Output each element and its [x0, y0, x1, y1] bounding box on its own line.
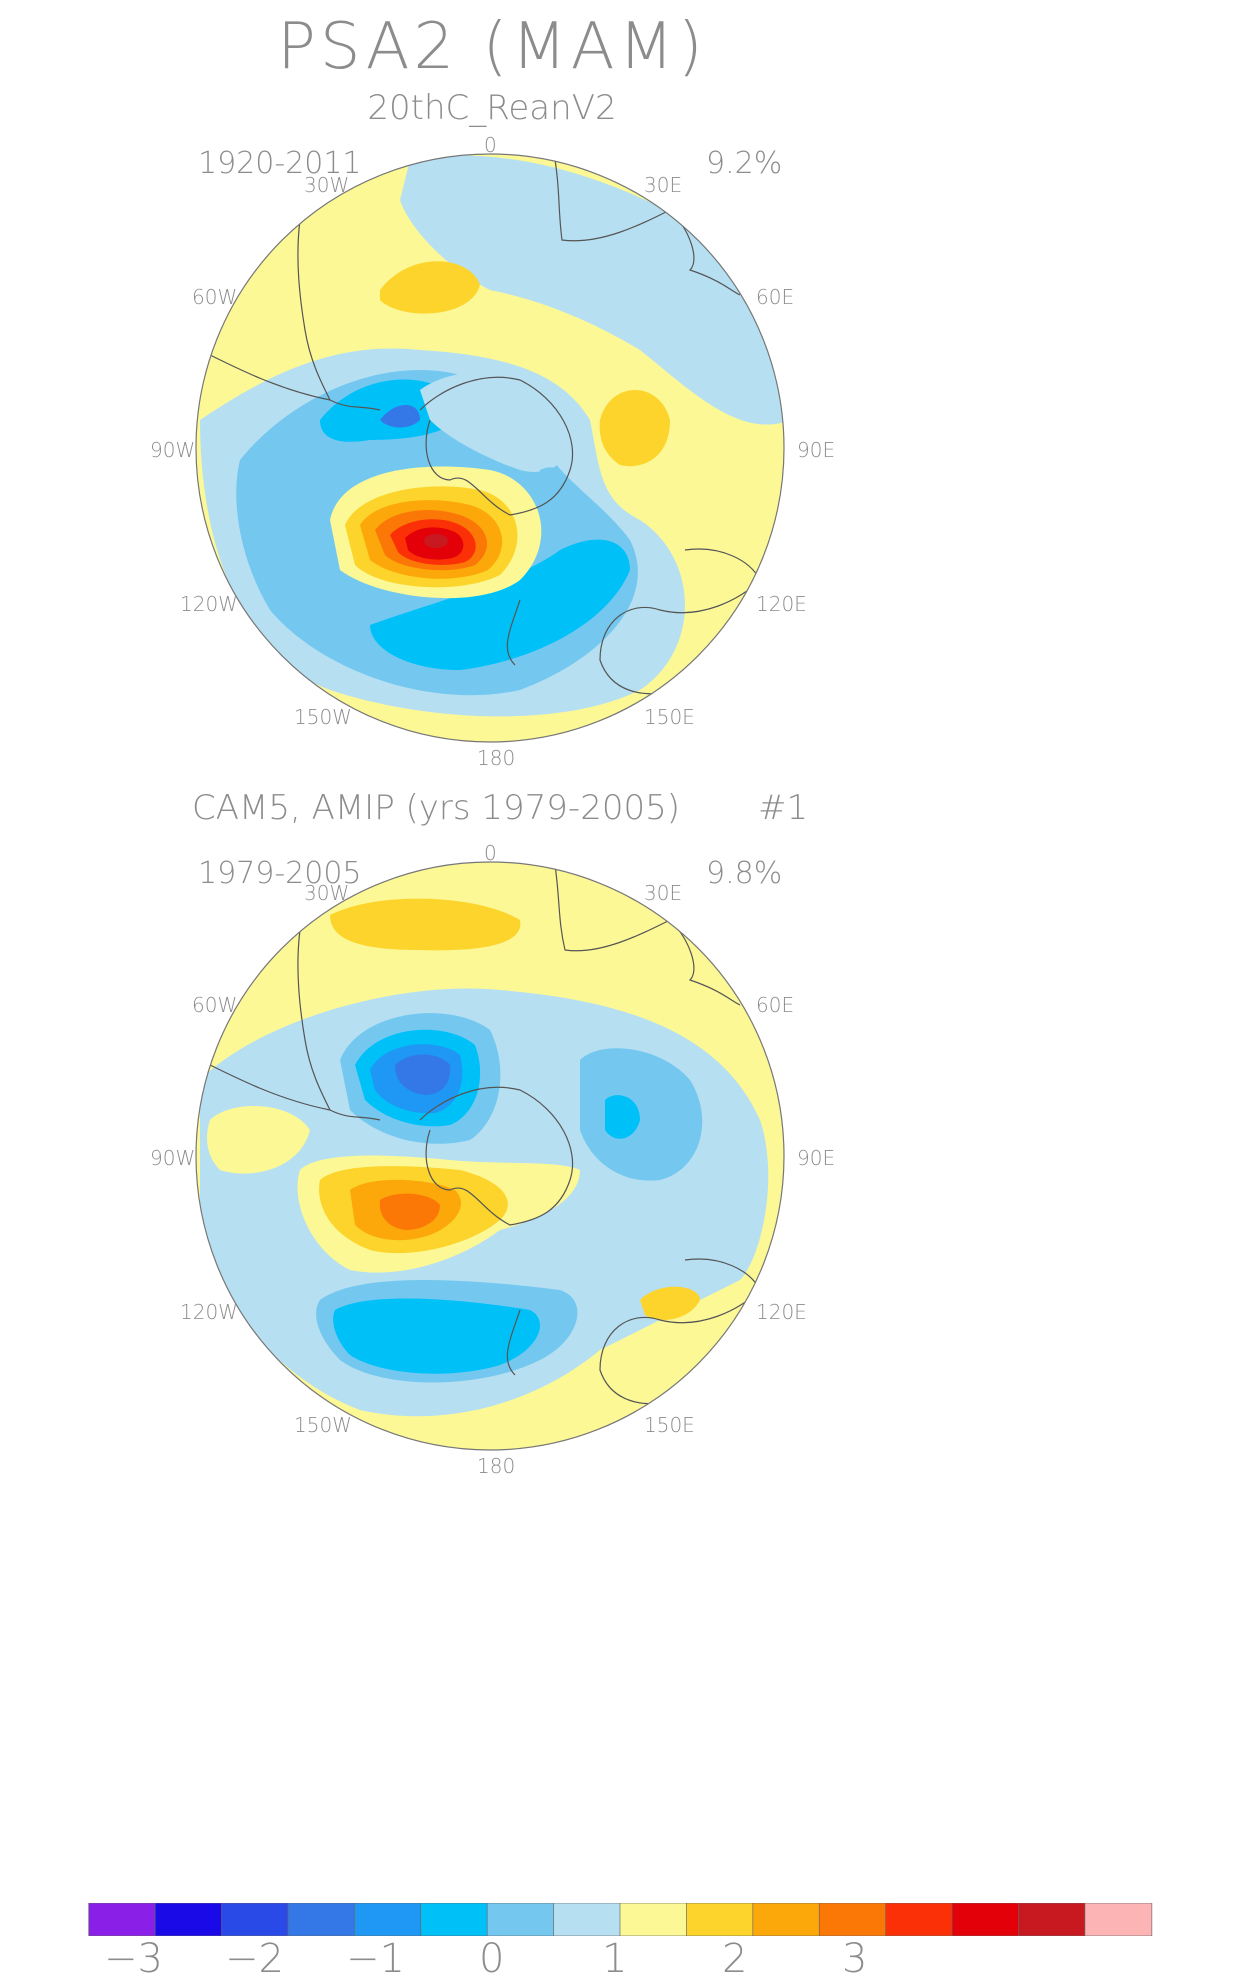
high-anomaly-australia [640, 1286, 700, 1320]
colorbar-swatch [221, 1903, 289, 1936]
colorbar-swatch [88, 1903, 156, 1936]
p1-lon-150e: 150E [644, 705, 695, 729]
p2-lon-150w: 150W [294, 1413, 352, 1437]
p1-lon-120e: 120E [756, 592, 807, 616]
p1-lon-30e: 30E [644, 173, 683, 197]
high-anomaly-core [379, 1193, 440, 1230]
panel-2-variance: 9.8% [706, 856, 783, 891]
p2-lon-120e: 120E [756, 1300, 807, 1324]
positive-region-ne [400, 155, 784, 425]
p1-lon-150w: 150W [294, 705, 352, 729]
p2-lon-180: 180 [477, 1454, 516, 1478]
p2-lon-30w: 30W [304, 881, 350, 905]
colorbar-swatch [486, 1903, 555, 1936]
map-boundary [195, 861, 785, 1451]
colorbar [88, 1903, 1153, 1936]
colorbar-swatch [619, 1903, 688, 1936]
p2-lon-150e: 150E [644, 1413, 695, 1437]
p1-lon-90w: 90W [150, 438, 196, 462]
colorbar-swatch [1084, 1903, 1153, 1936]
p2-lon-90e: 90E [797, 1146, 836, 1170]
map-boundary [195, 153, 785, 743]
panel-2-period: 1979-2005 [198, 856, 362, 891]
low-anomaly-ross [333, 1298, 540, 1374]
low-anomaly-core [380, 405, 420, 428]
colorbar-swatch [951, 1903, 1020, 1936]
p1-lon-30w: 30W [304, 173, 350, 197]
colorbar-swatch [1018, 1903, 1086, 1936]
panel-1-subtitle: 20thC_ReanV2 [367, 88, 617, 128]
colorbar-tick: 1 [602, 1936, 628, 1982]
p1-lon-60e: 60E [756, 285, 795, 309]
colorbar-swatch [885, 1903, 953, 1936]
p1-lon-60w: 60W [192, 285, 238, 309]
colorbar-tick: 3 [842, 1936, 868, 1982]
p1-lon-120w: 120W [180, 592, 238, 616]
colorbar-swatch [420, 1903, 489, 1936]
p2-lon-60e: 60E [756, 993, 795, 1017]
antarctic-plateau [420, 372, 573, 472]
coastlines [199, 864, 761, 1405]
panel-2-subtitle: CAM5, AMIP (yrs 1979-2005) [192, 788, 680, 828]
panel-1-map [195, 153, 785, 743]
colorbar-swatch [752, 1903, 821, 1936]
p1-lon-90e: 90E [797, 438, 836, 462]
low-anomaly-indian [605, 1095, 640, 1139]
high-anomaly-south-atlantic [330, 898, 521, 951]
p2-lon-0: 0 [484, 841, 497, 865]
high-anomaly-south-atlantic [380, 261, 480, 314]
high-anomaly-peak [424, 534, 448, 548]
panel-2-map [195, 861, 785, 1451]
coastlines [199, 159, 761, 695]
low-anomaly-ross [370, 539, 630, 670]
panel-1-period: 1920-2011 [198, 146, 362, 181]
p2-lon-30e: 30E [644, 881, 683, 905]
colorbar-tick: 2 [722, 1936, 748, 1982]
low-anomaly-core [395, 1054, 451, 1095]
p2-lon-60w: 60W [192, 993, 238, 1017]
high-anomaly-indian [599, 390, 670, 467]
panel-2-number: #1 [758, 788, 809, 828]
colorbar-swatch [287, 1903, 356, 1936]
p1-lon-180: 180 [477, 746, 516, 770]
colorbar-tick: −3 [104, 1936, 163, 1982]
colorbar-tick: −2 [225, 1936, 284, 1982]
colorbar-swatch [354, 1903, 422, 1936]
colorbar-swatch [154, 1903, 223, 1936]
colorbar-tick: −1 [346, 1936, 405, 1982]
p2-lon-90w: 90W [150, 1146, 196, 1170]
colorbar-swatch [553, 1903, 621, 1936]
low-region-indian [580, 1048, 703, 1181]
figure-title: PSA2 (MAM) [277, 10, 707, 84]
p1-lon-0: 0 [484, 133, 497, 157]
panel-1-variance: 9.2% [706, 146, 783, 181]
colorbar-swatch [686, 1903, 754, 1936]
p2-lon-120w: 120W [180, 1300, 238, 1324]
high-region-west [207, 1106, 310, 1174]
colorbar-swatch [818, 1903, 887, 1936]
colorbar-tick: 0 [479, 1936, 505, 1982]
